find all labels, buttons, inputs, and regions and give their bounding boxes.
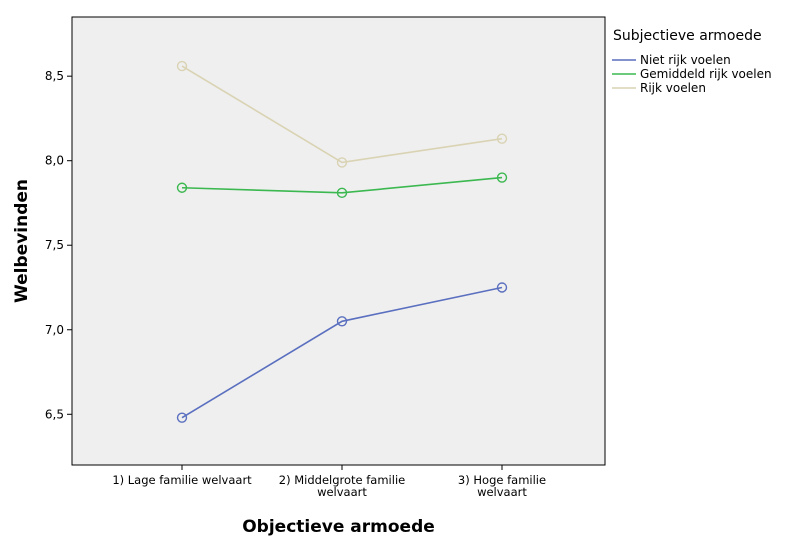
plot-area [71, 16, 606, 466]
y-tick-label: 8,5 [45, 69, 64, 83]
data-point [336, 157, 348, 168]
series-line [181, 176, 503, 194]
x-tick-label: 2) Middelgrote familie welvaart [279, 473, 405, 499]
legend-label: Niet rijk voelen [640, 53, 731, 67]
y-tick-label: 7,5 [45, 238, 64, 252]
series-line [181, 286, 503, 419]
data-point [176, 412, 188, 423]
data-point [496, 172, 508, 183]
series-layer [176, 60, 508, 423]
y-axis: 6,5 7,0 7,5 8,0 8,5 [45, 69, 72, 421]
legend: Subjectieve armoede Niet rijk voelenGemi… [612, 28, 772, 95]
x-axis: 1) Lage familie welvaart 2) Middelgrote f… [112, 465, 546, 499]
data-point [336, 316, 348, 327]
x-tick-label: 3) Hoge familie welvaart [458, 473, 546, 499]
series-line [181, 65, 503, 164]
data-point [496, 133, 508, 144]
data-point [176, 60, 188, 72]
y-tick-label: 6,5 [45, 407, 64, 421]
y-axis-title: Welbevinden [12, 179, 32, 303]
legend-label: Gemiddeld rijk voelen [640, 67, 772, 81]
x-tick-label: 1) Lage familie welvaart [112, 473, 252, 487]
data-point [176, 182, 188, 193]
data-point [336, 187, 348, 199]
y-tick-label: 7,0 [45, 323, 64, 337]
legend-label: Rijk voelen [640, 81, 706, 95]
data-point [496, 282, 508, 293]
x-axis-title: Objectieve armoede [242, 517, 435, 537]
legend-title: Subjectieve armoede [613, 28, 762, 44]
y-tick-label: 8,0 [45, 154, 64, 168]
